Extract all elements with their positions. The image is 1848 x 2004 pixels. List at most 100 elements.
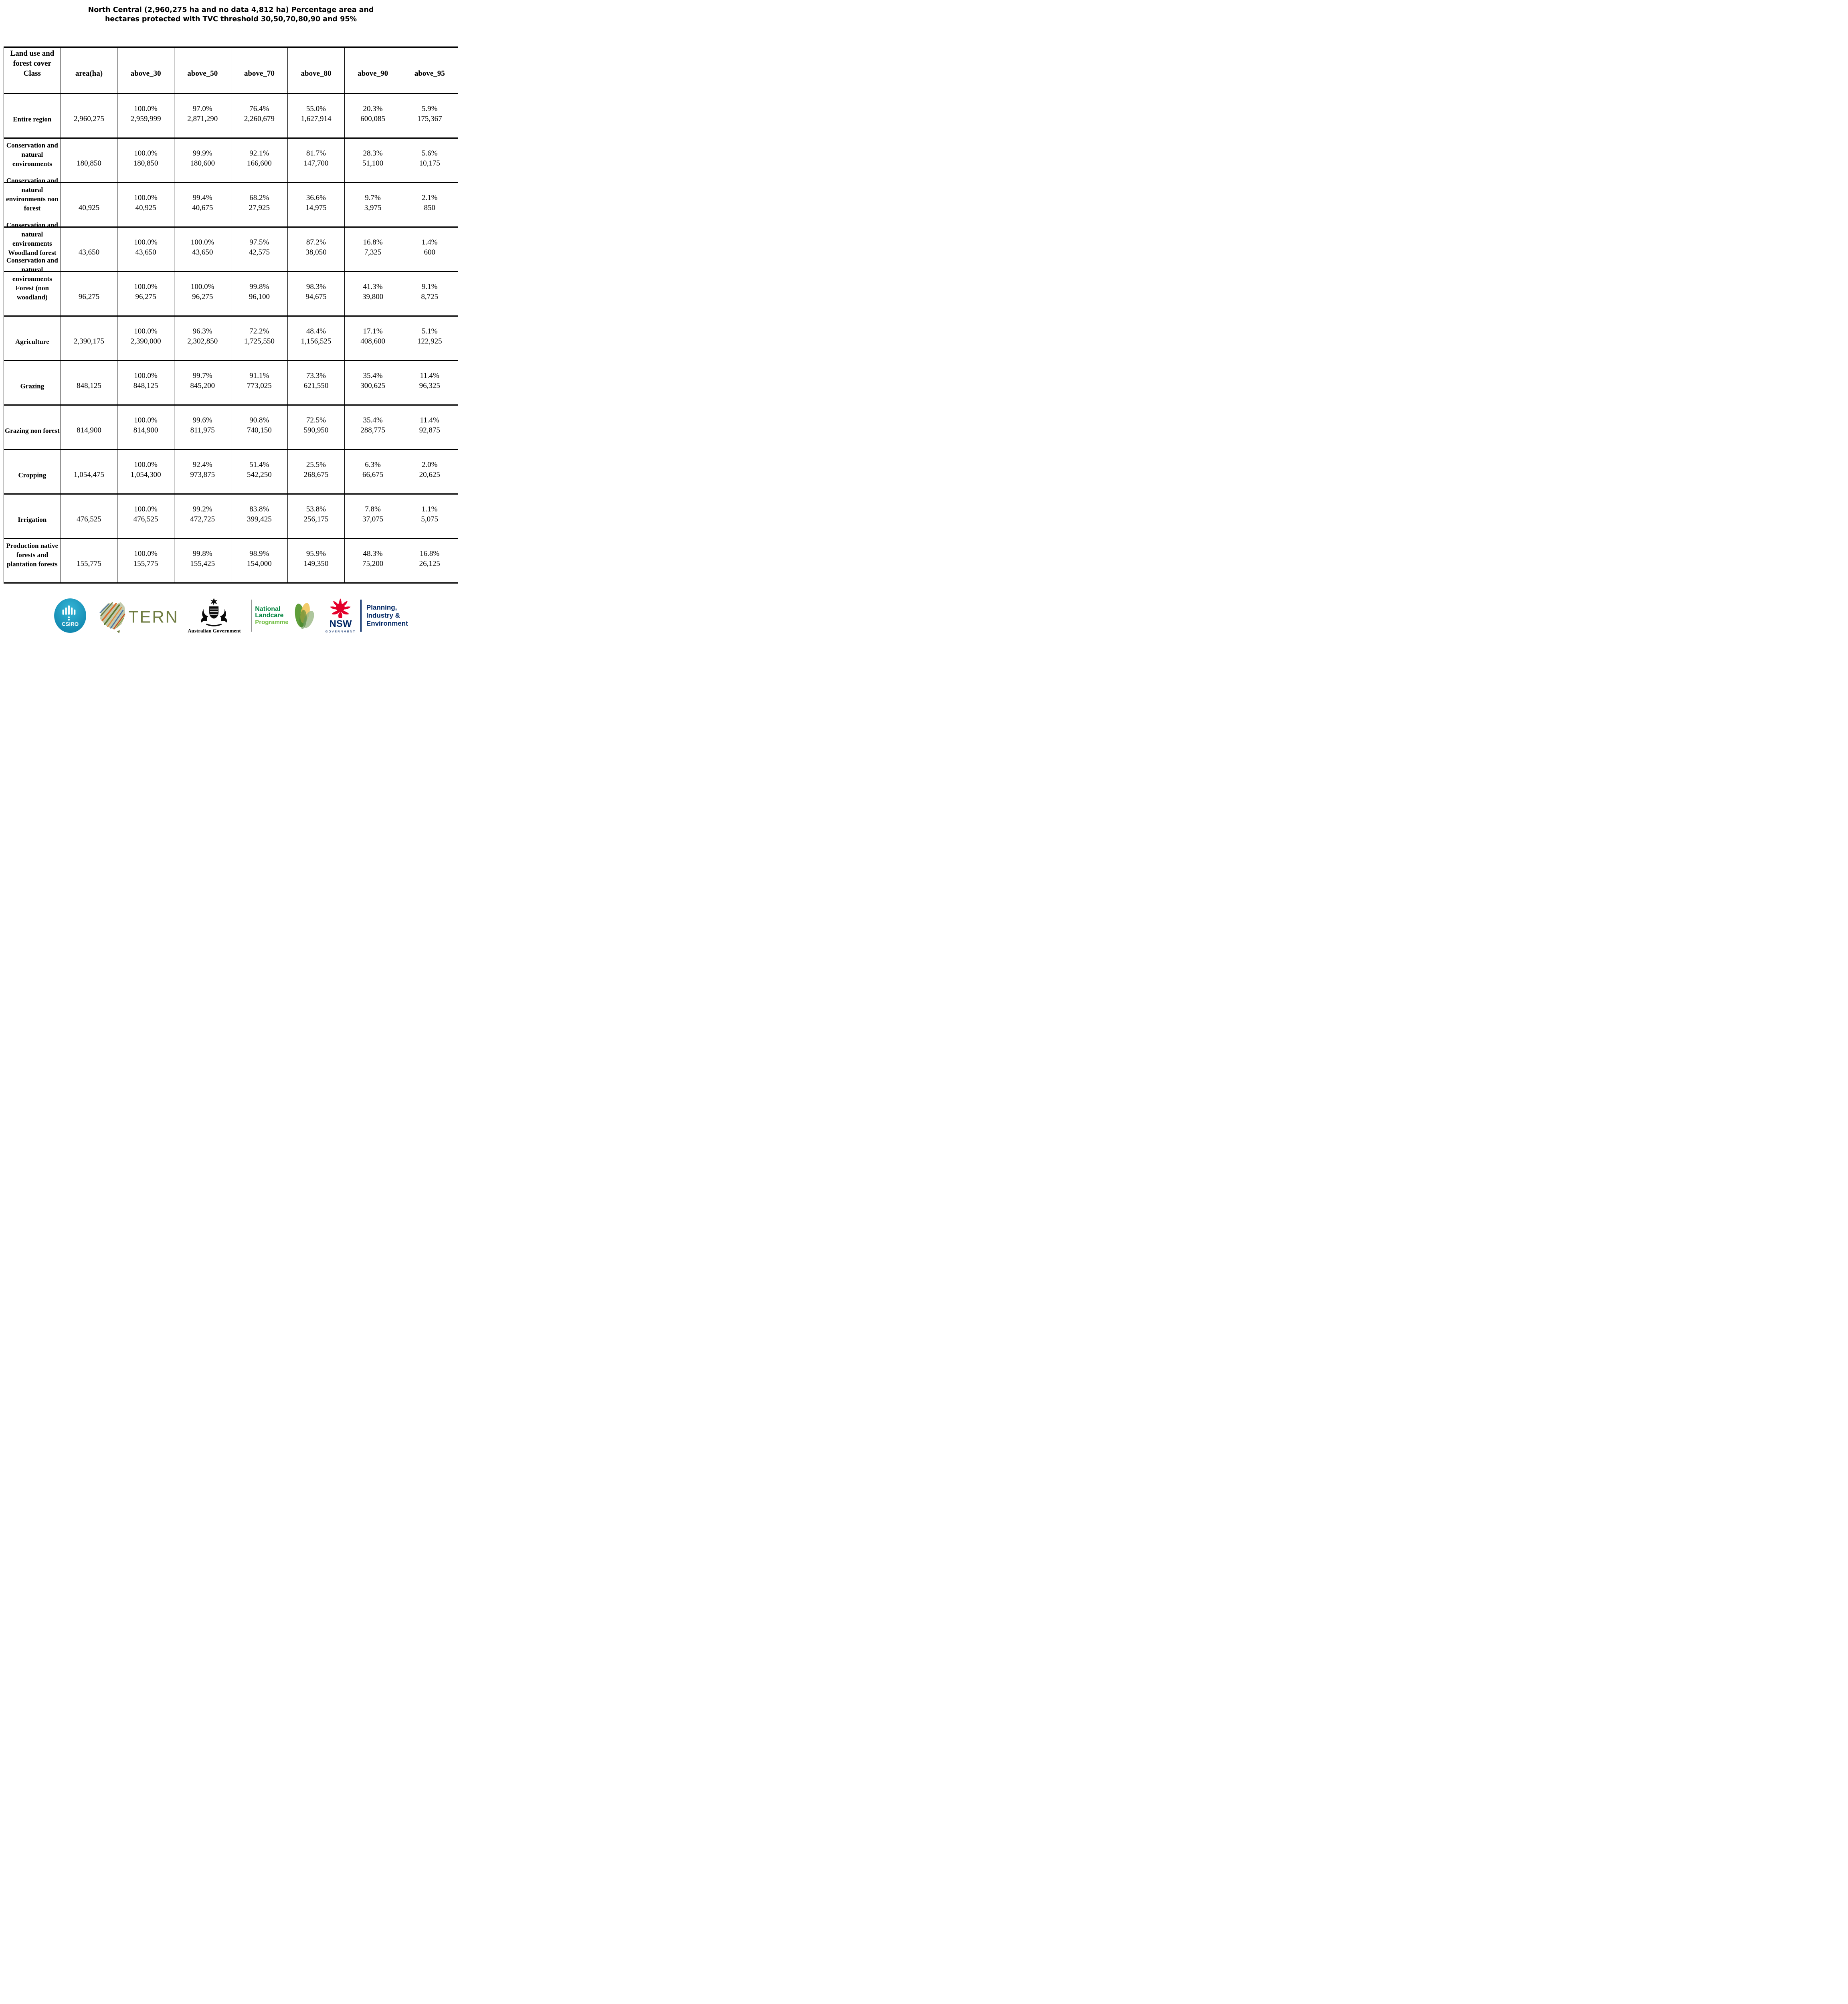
- area-value: 1,054,475: [73, 471, 104, 479]
- ha-value: 40,675: [192, 204, 213, 212]
- area-value: 155,775: [77, 560, 101, 568]
- threshold-cell: 99.4% 40,675: [174, 182, 231, 227]
- threshold-cell: 90.8% 740,150: [230, 405, 288, 450]
- nsw-logo: NSW GOVERNMENT Planning, Industry & Envi…: [326, 598, 408, 633]
- threshold-cell: 25.5% 268,675: [287, 449, 345, 494]
- threshold-cell: 11.4% 92,875: [401, 405, 458, 450]
- row-label: Irrigation: [18, 516, 47, 524]
- area-value: 180,850: [77, 159, 101, 168]
- threshold-cell: 48.4% 1,156,525: [287, 316, 345, 361]
- pct-value: 99.7%: [192, 372, 212, 380]
- header-label: above_95: [414, 69, 445, 78]
- pct-value: 72.5%: [306, 416, 326, 425]
- threshold-cell: 2.0% 20,625: [401, 449, 458, 494]
- threshold-cell: 100.0% 848,125: [117, 360, 174, 405]
- ha-value: 1,725,550: [244, 337, 275, 346]
- landcare-line1: National: [255, 605, 281, 612]
- ha-value: 96,100: [249, 293, 270, 301]
- threshold-cell: 99.2% 472,725: [174, 494, 231, 539]
- pct-value: 20.3%: [363, 105, 383, 113]
- ha-value: 476,525: [133, 515, 158, 524]
- ha-value: 811,975: [190, 426, 215, 435]
- threshold-cell: 6.3% 66,675: [344, 449, 401, 494]
- threshold-cell: 98.9% 154,000: [230, 538, 288, 583]
- row-label: Agriculture: [15, 338, 49, 346]
- table-body: Entire region 2,960,275 100.0% 2,959,999…: [4, 93, 458, 583]
- pct-value: 98.9%: [249, 549, 269, 558]
- pct-value: 98.3%: [306, 283, 326, 291]
- pct-value: 5.1%: [421, 327, 438, 336]
- pct-value: 73.3%: [306, 372, 326, 380]
- area-value: 814,900: [77, 426, 101, 435]
- threshold-cell: 83.8% 399,425: [230, 494, 288, 539]
- row-label: Conservation and natural environments no…: [6, 177, 59, 212]
- footer-logos: CSIRO TERN: [0, 597, 462, 634]
- threshold-cell: 11.4% 96,325: [401, 360, 458, 405]
- area-cell: 155,775: [60, 538, 117, 583]
- ha-value: 2,260,679: [244, 115, 275, 123]
- row-label-cell: Conservation and natural environments Fo…: [4, 257, 61, 316]
- threshold-cell: 1.1% 5,075: [401, 494, 458, 539]
- ha-value: 39,800: [362, 293, 384, 301]
- threshold-cell: 100.0% 2,959,999: [117, 93, 174, 138]
- threshold-cell: 76.4% 2,260,679: [230, 93, 288, 138]
- threshold-cell: 72.5% 590,950: [287, 405, 345, 450]
- ha-value: 2,959,999: [130, 115, 161, 123]
- threshold-cell: 87.2% 38,050: [287, 227, 345, 272]
- ha-value: 96,325: [419, 382, 440, 390]
- pct-value: 100.0%: [134, 461, 158, 469]
- pct-value: 100.0%: [134, 416, 158, 425]
- threshold-cell: 5.9% 175,367: [401, 93, 458, 138]
- tern-label: TERN: [128, 608, 177, 626]
- landcare-logo: National Landcare Programme: [251, 599, 315, 632]
- ha-value: 7,325: [364, 248, 382, 257]
- pct-value: 100.0%: [134, 194, 158, 202]
- pct-value: 100.0%: [134, 549, 158, 558]
- pct-value: 51.4%: [249, 461, 269, 469]
- pct-value: 72.2%: [249, 327, 269, 336]
- pct-value: 5.6%: [421, 149, 438, 158]
- area-cell: 2,390,175: [60, 316, 117, 361]
- threshold-cell: 16.8% 26,125: [401, 538, 458, 583]
- pct-value: 5.9%: [421, 105, 438, 113]
- ha-value: 38,050: [305, 248, 327, 257]
- header-cell-above-70: above_70: [230, 47, 288, 94]
- ausgov-crest-icon: [201, 598, 227, 626]
- threshold-cell: 41.3% 39,800: [344, 271, 401, 316]
- area-cell: 814,900: [60, 405, 117, 450]
- pct-value: 91.1%: [249, 372, 269, 380]
- threshold-cell: 20.3% 600,085: [344, 93, 401, 138]
- area-cell: 2,960,275: [60, 93, 117, 138]
- ha-value: 773,025: [247, 382, 272, 390]
- csiro-waveform-icon: [62, 605, 76, 621]
- ha-value: 155,425: [190, 560, 215, 568]
- pct-value: 96.3%: [192, 327, 212, 336]
- ha-value: 408,600: [360, 337, 385, 346]
- pct-value: 35.4%: [363, 372, 383, 380]
- row-label: Conservation and natural environments: [6, 141, 58, 168]
- header-label: above_50: [187, 69, 218, 78]
- tern-logo: TERN: [99, 602, 177, 634]
- pct-value: 100.0%: [134, 105, 158, 113]
- ha-value: 14,975: [305, 204, 327, 212]
- threshold-cell: 5.6% 10,175: [401, 138, 458, 183]
- row-label-cell: Agriculture: [4, 316, 61, 361]
- pct-value: 55.0%: [306, 105, 326, 113]
- pct-value: 99.2%: [192, 505, 212, 514]
- row-label-cell: Production native forests and plantation…: [4, 539, 61, 583]
- ha-value: 845,200: [190, 382, 215, 390]
- pct-value: 99.8%: [192, 549, 212, 558]
- ha-value: 1,627,914: [301, 115, 332, 123]
- ha-value: 300,625: [360, 382, 385, 390]
- threshold-cell: 97.5% 42,575: [230, 227, 288, 272]
- ha-value: 42,575: [249, 248, 270, 257]
- landcare-line3: Programme: [255, 619, 289, 626]
- ha-value: 590,950: [303, 426, 329, 435]
- threshold-cell: 92.4% 973,875: [174, 449, 231, 494]
- ha-value: 180,850: [133, 159, 158, 168]
- table-header-row: Land use and forest cover Class area(ha)…: [4, 47, 458, 94]
- table-row: Conservation and natural environments 18…: [4, 138, 458, 183]
- ha-value: 2,302,850: [187, 337, 218, 346]
- table-row: Grazing 848,125 100.0% 848,125 99.7% 845…: [4, 360, 458, 405]
- threshold-cell: 35.4% 300,625: [344, 360, 401, 405]
